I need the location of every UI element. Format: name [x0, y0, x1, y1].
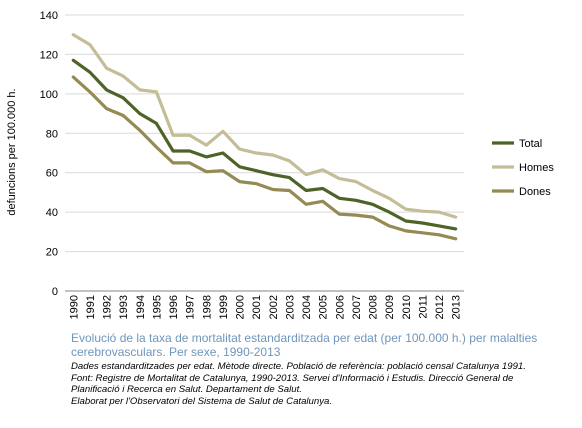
- x-tick-label: 2008: [368, 295, 380, 319]
- y-axis-label: defuncions per 100.000 h.: [6, 88, 18, 215]
- x-tick-label: 2006: [334, 295, 346, 319]
- note-line: Planificació i Recerca en Salut. Departa…: [71, 384, 302, 396]
- x-tick-label: 1998: [201, 295, 213, 319]
- legend: Total Homes Dones: [492, 138, 554, 198]
- x-tick-label: 1999: [218, 295, 230, 319]
- note-line: Font: Registre de Mortalitat de Cataluny…: [71, 372, 514, 384]
- y-tick-label: 0: [52, 286, 58, 298]
- x-tick-label: 1991: [85, 295, 97, 319]
- series-line-homes: [71, 33, 458, 219]
- y-tick-label: 140: [40, 10, 58, 22]
- x-tick-label: 1996: [168, 295, 180, 319]
- x-tick-label: 2003: [284, 295, 296, 319]
- caption-title-line-2: cerebrovasculars. Per sexe, 1990-2013: [71, 345, 281, 359]
- note-line: Elaborat per l'Observatori del Sistema d…: [71, 395, 333, 407]
- x-tick-label: 2000: [235, 295, 247, 319]
- chart-caption: Evolució de la taxa de mortalitat estand…: [71, 331, 576, 359]
- note-line: Dades estandarditzades per edat. Mètode …: [71, 361, 526, 372]
- x-tick-label: 2005: [318, 295, 330, 319]
- legend-label-dones: Dones: [519, 186, 551, 198]
- series-line-total: [71, 58, 458, 231]
- x-tick-label: 2007: [351, 295, 363, 319]
- x-tick-label: 2013: [451, 295, 463, 319]
- x-tick-label: 2004: [301, 295, 313, 319]
- x-tick-label: 1997: [185, 295, 197, 319]
- y-tick-label: 40: [46, 207, 58, 219]
- gridlines: [65, 14, 464, 292]
- x-tick-label: 1993: [118, 295, 130, 319]
- y-tick-label: 100: [40, 89, 58, 101]
- y-tick-labels: 0 20 40 60 80 100 120 140: [40, 10, 58, 298]
- legend-label-homes: Homes: [519, 162, 554, 174]
- x-tick-label: 1992: [102, 295, 114, 319]
- x-tick-label: 2011: [417, 295, 429, 319]
- series-line-dones: [71, 75, 458, 241]
- y-tick-label: 20: [46, 247, 58, 259]
- x-tick-label: 1990: [68, 295, 80, 319]
- x-tick-label: 1995: [151, 295, 163, 319]
- x-tick-label: 2012: [434, 295, 446, 319]
- y-tick-label: 80: [46, 128, 58, 140]
- x-tick-label: 1994: [135, 295, 147, 319]
- chart-notes: Dades estandarditzades per edat. Mètode …: [71, 361, 576, 407]
- series-lines: [71, 33, 458, 241]
- y-tick-label: 60: [46, 168, 58, 180]
- caption-title-line-1: Evolució de la taxa de mortalitat estand…: [71, 331, 538, 345]
- x-tick-labels: 1990 1991 1992 1993 1994 1995 1996 1997 1998 1999…: [68, 295, 462, 319]
- x-tick-label: 2009: [384, 295, 396, 319]
- x-tick-label: 2001: [251, 295, 263, 319]
- y-tick-label: 120: [40, 49, 58, 61]
- legend-label-total: Total: [519, 138, 542, 150]
- x-tick-label: 2002: [268, 295, 280, 319]
- x-tick-label: 2010: [401, 295, 413, 319]
